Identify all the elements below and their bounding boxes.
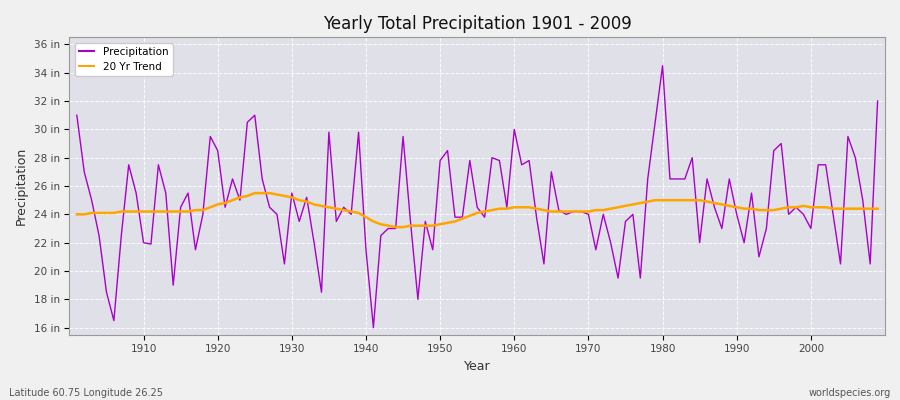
Title: Yearly Total Precipitation 1901 - 2009: Yearly Total Precipitation 1901 - 2009: [323, 15, 632, 33]
Text: worldspecies.org: worldspecies.org: [809, 388, 891, 398]
Y-axis label: Precipitation: Precipitation: [15, 147, 28, 225]
Legend: Precipitation, 20 Yr Trend: Precipitation, 20 Yr Trend: [75, 42, 173, 76]
Text: Latitude 60.75 Longitude 26.25: Latitude 60.75 Longitude 26.25: [9, 388, 163, 398]
X-axis label: Year: Year: [464, 360, 490, 373]
